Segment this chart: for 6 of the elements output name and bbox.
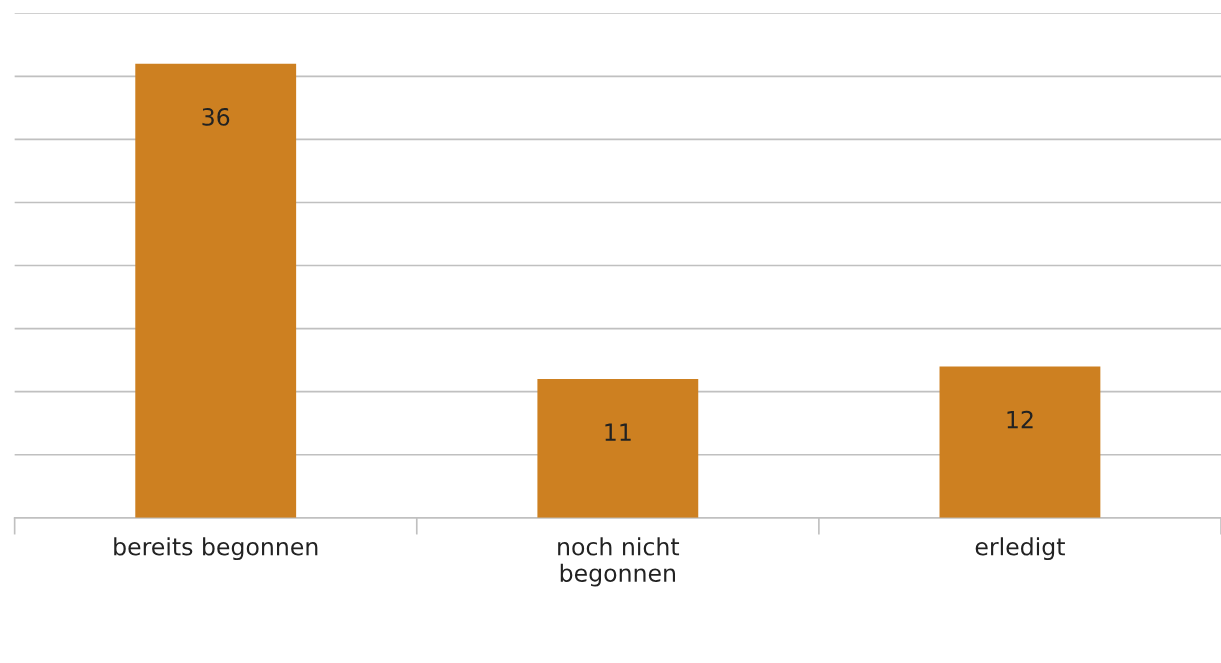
x-tick-label: erledigt [975, 537, 1065, 561]
x-tick-label: noch nicht begonnen [558, 537, 680, 587]
data-label: 36 [202, 107, 230, 126]
x-tick-label: bereits begonnen [114, 537, 318, 561]
data-label: 12 [1007, 410, 1033, 429]
data-label: 11 [605, 423, 631, 441]
